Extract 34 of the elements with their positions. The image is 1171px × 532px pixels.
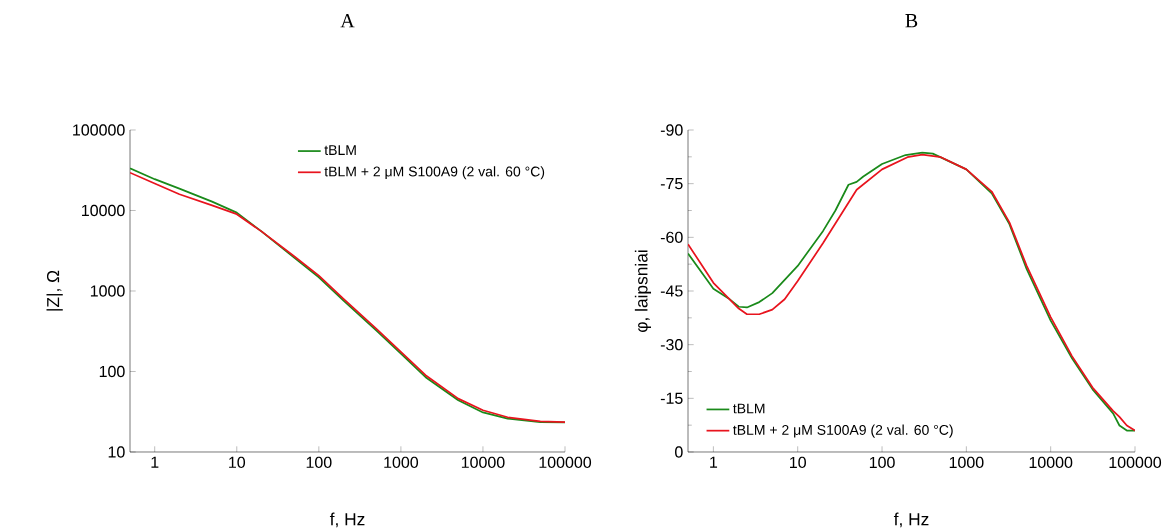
x-tick-label: 1000 <box>949 456 984 469</box>
legend-label: tBLM <box>324 145 356 156</box>
x-tick-label: 10 <box>790 456 806 469</box>
x-tick-label: 100000 <box>539 456 592 469</box>
y-axis-title: φ, laipsniai <box>634 250 652 333</box>
y-tick-label: -45 <box>660 285 683 297</box>
y-tick-label: -75 <box>660 178 683 190</box>
x-tick-label: 1 <box>151 456 159 468</box>
x-axis-title: f, Hz <box>329 512 365 528</box>
chart-title: A <box>340 14 355 28</box>
legend-label: tBLM + 2 μM S100A9 (2 val. 60 °C) <box>733 424 953 438</box>
x-tick-label: 10 <box>229 456 246 469</box>
y-tick-label: -60 <box>660 231 683 244</box>
x-tick-label: 10000 <box>461 456 505 469</box>
y-tick-label: 0 <box>675 446 683 458</box>
x-tick-label: 1 <box>710 456 718 468</box>
y-tick-label: -30 <box>660 339 683 351</box>
legend-label: tBLM <box>733 403 765 414</box>
legend-label: tBLM + 2 μM S100A9 (2 val. 60 °C) <box>324 166 545 180</box>
x-tick-label: 10000 <box>1029 456 1073 469</box>
x-axis-title: f, Hz <box>893 512 929 528</box>
y-tick-label: 10 <box>108 446 125 458</box>
y-tick-label: -90 <box>660 124 683 136</box>
chart-title: B <box>905 14 918 28</box>
x-tick-label: 100000 <box>1109 456 1162 469</box>
y-tick-label: 100000 <box>73 124 125 136</box>
x-tick-label: 100 <box>869 456 895 469</box>
x-tick-label: 1000 <box>384 456 419 469</box>
y-tick-label: 10000 <box>82 204 125 217</box>
x-tick-label: 100 <box>306 456 332 469</box>
y-axis-title: |Z|, Ω <box>46 270 63 311</box>
y-tick-label: 100 <box>99 365 125 378</box>
y-tick-label: -15 <box>660 392 683 404</box>
y-tick-label: 1000 <box>90 285 125 297</box>
